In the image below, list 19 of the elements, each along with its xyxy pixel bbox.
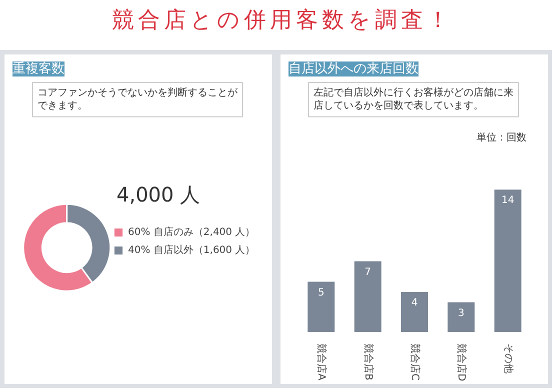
data-label: 14 [501, 195, 514, 206]
x-tick-label: 競合店B [362, 344, 374, 380]
x-tick-label: 競合店C [409, 344, 421, 380]
text: コアファンかそうでないかを判断することができます。 [38, 86, 238, 112]
legend-label: 40% 自店以外（1,600 人） [128, 244, 256, 257]
legend-label: 60% 自店のみ（2,400 人） [128, 226, 256, 239]
text: 単位：回数 [476, 132, 526, 144]
x-tick-label: 競合店D [456, 344, 468, 382]
data-label: 3 [458, 308, 464, 319]
data-label: 4 [411, 298, 418, 309]
chart-title: 重複客数 [12, 60, 64, 76]
text: 4,000 人 [116, 182, 200, 206]
data-label: 7 [364, 266, 372, 278]
x-tick-label: その他 [502, 344, 514, 374]
text: 競合店との併用客数を調査！ [112, 7, 453, 35]
data-label: 5 [318, 287, 324, 298]
text: 左記で自店以外に行くお客様がどの店舗に来店しているかを回数で表しています。 [314, 86, 514, 112]
x-tick-label: 競合店A [316, 344, 328, 380]
chart-title: 自店以外への来店回数 [288, 60, 418, 76]
